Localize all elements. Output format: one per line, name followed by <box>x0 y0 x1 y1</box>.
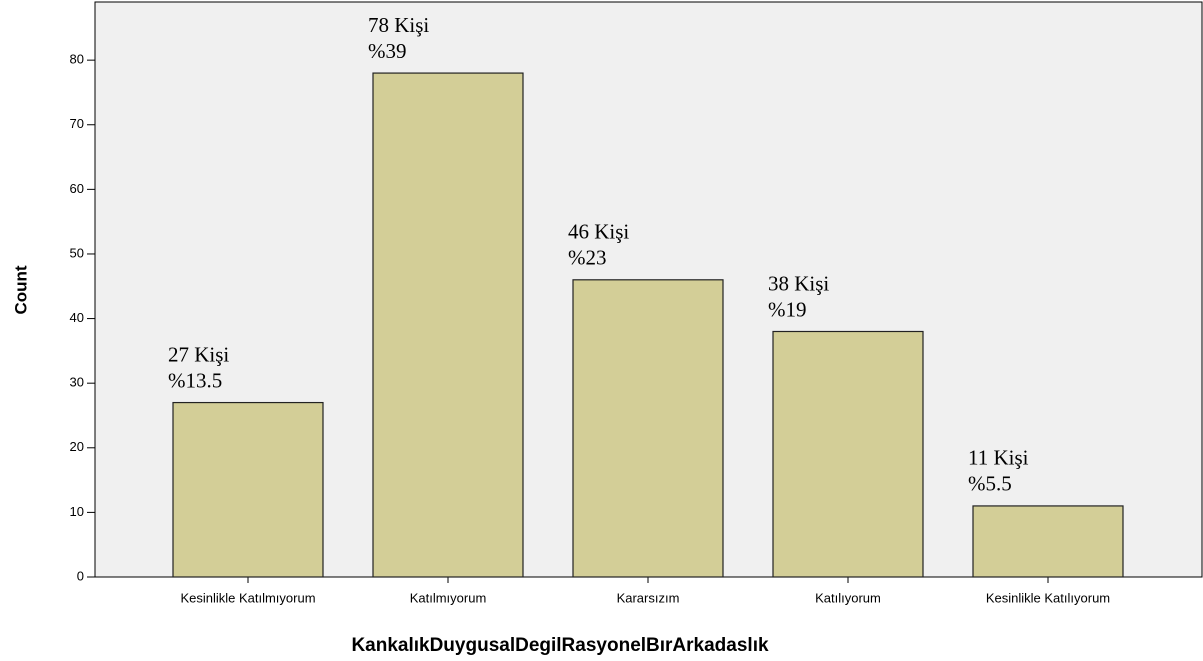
y-tick-label: 60 <box>70 181 84 196</box>
value-label: 27 Kişi <box>168 342 229 366</box>
bar <box>372 72 524 578</box>
percent-label: %39 <box>368 39 407 63</box>
y-tick-label: 80 <box>70 52 84 67</box>
bar <box>772 330 924 578</box>
value-label: 78 Kişi <box>368 13 429 37</box>
y-tick-label: 0 <box>77 568 84 583</box>
value-label: 11 Kişi <box>968 446 1029 470</box>
x-tick-label: Kararsızım <box>617 590 680 605</box>
x-tick-label: Katılmıyorum <box>410 590 487 605</box>
y-tick-label: 40 <box>70 310 84 325</box>
percent-label: %23 <box>568 246 607 270</box>
bar <box>972 505 1124 578</box>
x-tick-label: Kesinlikle Katılıyorum <box>986 590 1110 605</box>
y-tick-label: 70 <box>70 116 84 131</box>
bar <box>172 401 324 578</box>
y-tick-label: 50 <box>70 245 84 260</box>
percent-label: %13.5 <box>168 368 222 392</box>
percent-label: %19 <box>768 297 807 321</box>
y-tick-label: 20 <box>70 439 84 454</box>
y-tick-label: 10 <box>70 504 84 519</box>
x-tick-label: Katılıyorum <box>815 590 881 605</box>
percent-label: %5.5 <box>968 472 1012 496</box>
value-label: 38 Kişi <box>768 271 829 295</box>
bar <box>572 279 724 578</box>
y-tick-label: 30 <box>70 375 84 390</box>
value-label: 46 Kişi <box>568 220 629 244</box>
x-axis-label: KankalıkDuygusalDegilRasyonelBırArkadasl… <box>351 635 769 656</box>
x-tick-label: Kesinlikle Katılmıyorum <box>180 590 315 605</box>
y-axis-label: Count <box>11 265 30 314</box>
